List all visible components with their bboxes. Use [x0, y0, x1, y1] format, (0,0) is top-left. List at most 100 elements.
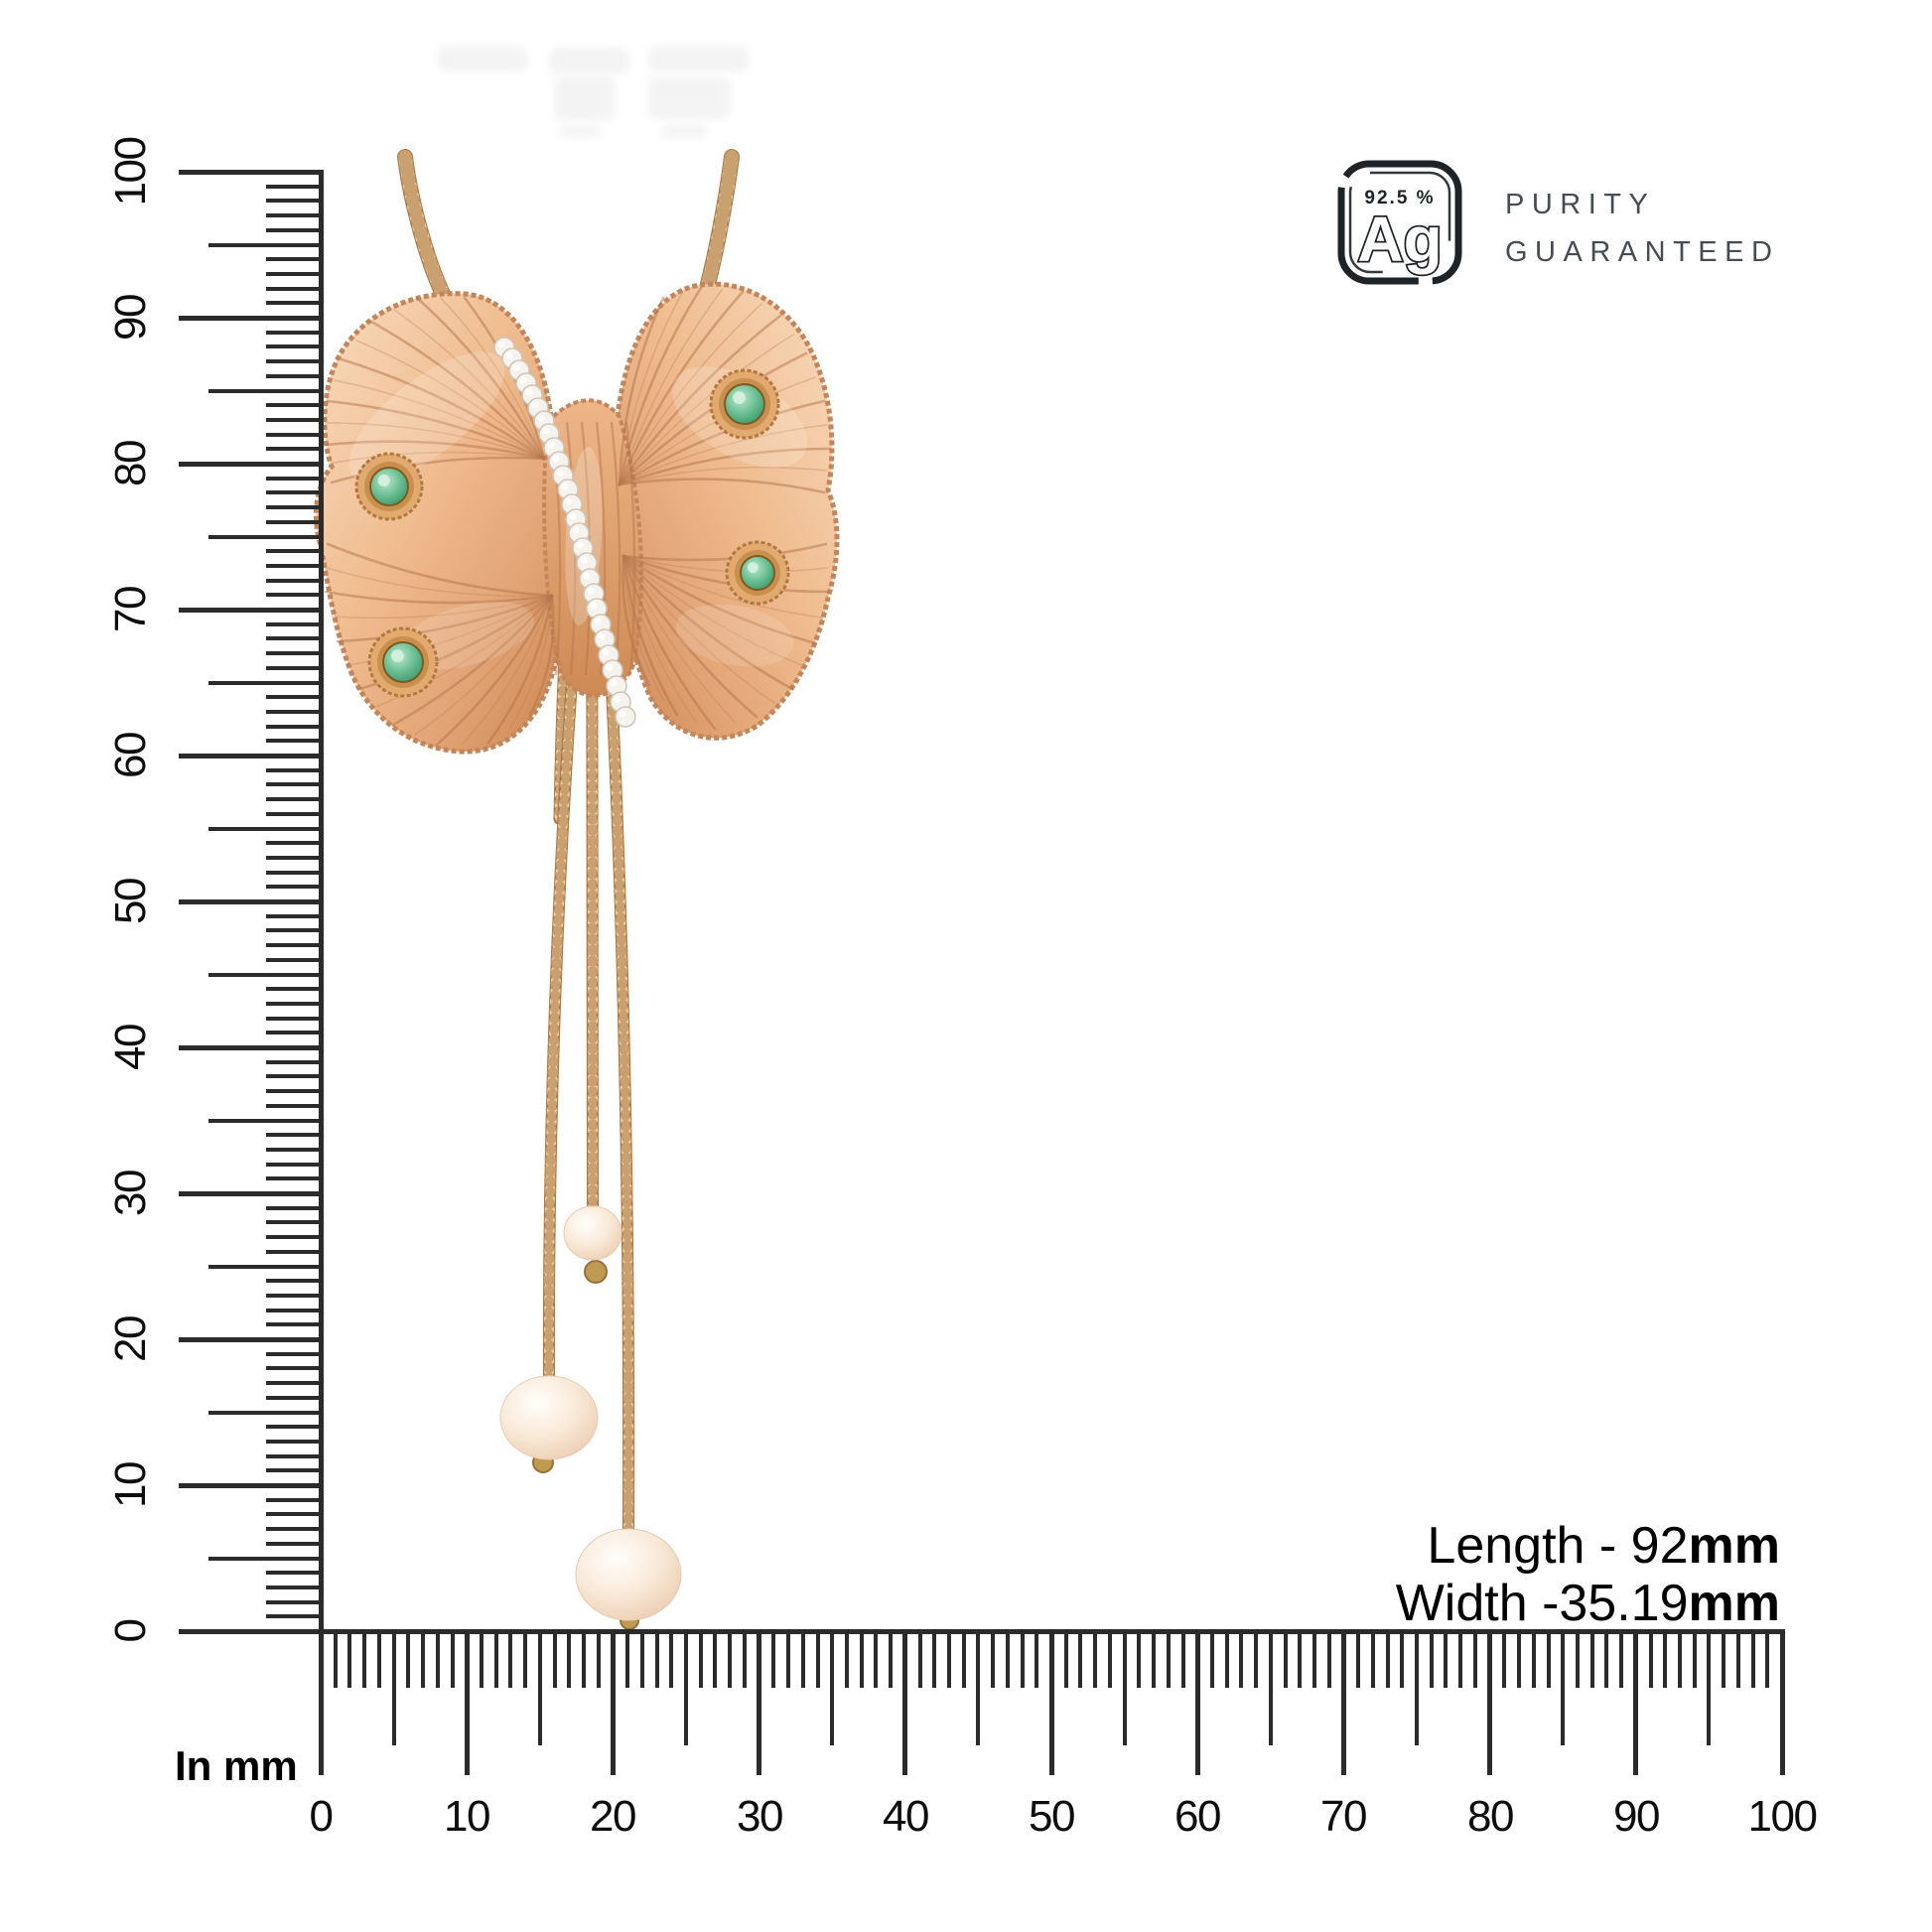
v-ruler-tick [266, 1512, 321, 1517]
h-ruler-label: 70 [1320, 1792, 1367, 1841]
v-ruler-tick [266, 476, 321, 481]
v-ruler-tick [266, 359, 321, 364]
h-ruler-tick [976, 1631, 981, 1745]
h-ruler-label: 30 [737, 1792, 783, 1841]
h-ruler-tick [757, 1631, 762, 1775]
v-ruler-label: 90 [106, 295, 155, 341]
h-ruler-tick [1619, 1631, 1624, 1688]
v-ruler-tick [266, 505, 321, 510]
v-ruler-tick [266, 1220, 321, 1225]
v-ruler-tick [266, 563, 321, 568]
v-ruler-tick [266, 1439, 321, 1444]
vertical-ruler-baseline [319, 170, 324, 1636]
v-ruler-tick [266, 373, 321, 378]
h-ruler-tick [1048, 1631, 1054, 1775]
ruler-unit-label: In mm [175, 1742, 298, 1789]
h-ruler-tick [1415, 1631, 1419, 1745]
v-ruler-label: 100 [106, 137, 155, 207]
v-ruler-tick [266, 301, 321, 306]
v-ruler-tick [266, 1585, 321, 1589]
h-ruler-tick [1561, 1631, 1566, 1745]
v-ruler-tick [208, 826, 321, 831]
h-ruler-tick [654, 1631, 659, 1688]
h-ruler-tick [1239, 1631, 1244, 1688]
h-ruler-tick [1707, 1631, 1712, 1745]
knot-ridge [610, 421, 621, 676]
v-ruler-tick [266, 447, 321, 452]
length-text: Length - 92mm [1427, 1517, 1780, 1575]
h-ruler-tick [362, 1631, 367, 1688]
v-ruler-tick [266, 227, 321, 232]
h-ruler-tick [1472, 1631, 1477, 1688]
v-ruler-tick [266, 1059, 321, 1064]
bow-right-wing [609, 281, 840, 741]
h-ruler-tick [1502, 1631, 1507, 1688]
v-ruler-tick [179, 898, 321, 904]
v-ruler-tick [266, 403, 321, 408]
v-ruler-label: 60 [106, 733, 155, 778]
h-ruler-tick [1298, 1631, 1303, 1688]
stamp-percent-text: 92.5 % [1364, 188, 1435, 208]
v-ruler-tick [266, 797, 321, 802]
left-lower-ridges [324, 542, 555, 747]
v-ruler-tick [266, 1599, 321, 1604]
v-ruler-label: 20 [106, 1316, 155, 1362]
v-ruler-tick [266, 767, 321, 772]
v-ruler-tick [266, 1031, 321, 1035]
v-ruler-tick [266, 1571, 321, 1576]
h-ruler-tick [1152, 1631, 1156, 1688]
v-ruler-tick [266, 1249, 321, 1254]
h-ruler-tick [1312, 1631, 1316, 1688]
h-ruler-tick [596, 1631, 601, 1688]
h-ruler-tick [1692, 1631, 1697, 1688]
purity-caption-line2: GUARANTEED [1505, 236, 1780, 268]
h-ruler-tick [1166, 1631, 1171, 1688]
h-ruler-tick [1517, 1631, 1521, 1688]
v-ruler-tick [266, 1235, 321, 1240]
v-ruler-label: 30 [106, 1171, 155, 1216]
h-ruler-tick [493, 1631, 498, 1688]
tassel-chain-3 [602, 606, 635, 1537]
v-ruler-tick [266, 1279, 321, 1284]
h-ruler-tick [669, 1631, 674, 1688]
pearl-pin [584, 1260, 608, 1284]
h-ruler-label: 40 [883, 1792, 929, 1841]
v-ruler-tick [208, 1410, 321, 1415]
v-ruler-label: 50 [106, 879, 155, 924]
v-ruler-tick [266, 1074, 321, 1079]
h-ruler-tick [1575, 1631, 1580, 1688]
crystal-stone [615, 706, 636, 728]
tassel-chain-1 [586, 605, 599, 1212]
h-ruler-tick [1078, 1631, 1083, 1688]
emerald-stone [354, 452, 424, 521]
h-ruler-tick [1194, 1631, 1200, 1775]
v-ruler-tick [266, 213, 321, 218]
v-ruler-label: 0 [106, 1619, 155, 1643]
v-ruler-tick [266, 1322, 321, 1327]
v-ruler-tick [266, 782, 321, 787]
v-ruler-tick [266, 1425, 321, 1430]
h-ruler-tick [1678, 1631, 1682, 1688]
knot-ridge [624, 421, 636, 676]
v-ruler-tick [266, 1133, 321, 1138]
neck-chain-right [698, 149, 740, 300]
h-ruler-tick [610, 1631, 616, 1775]
h-ruler-tick [1137, 1631, 1142, 1688]
h-ruler-tick [844, 1631, 849, 1688]
v-ruler-tick [266, 855, 321, 860]
v-ruler-tick [266, 957, 321, 962]
v-ruler-tick [179, 1482, 321, 1488]
h-ruler-tick [800, 1631, 805, 1688]
v-ruler-tick [266, 724, 321, 729]
v-ruler-tick [266, 651, 321, 656]
h-ruler-tick [1735, 1631, 1740, 1688]
v-ruler-tick [266, 665, 321, 670]
v-ruler-tick [266, 636, 321, 641]
h-ruler-tick [1444, 1631, 1449, 1688]
v-ruler-tick [266, 928, 321, 933]
v-ruler-tick [266, 1395, 321, 1400]
h-ruler-tick [1005, 1631, 1010, 1688]
v-ruler-tick [208, 972, 321, 977]
purity-caption-line1: PURITY [1505, 189, 1656, 220]
